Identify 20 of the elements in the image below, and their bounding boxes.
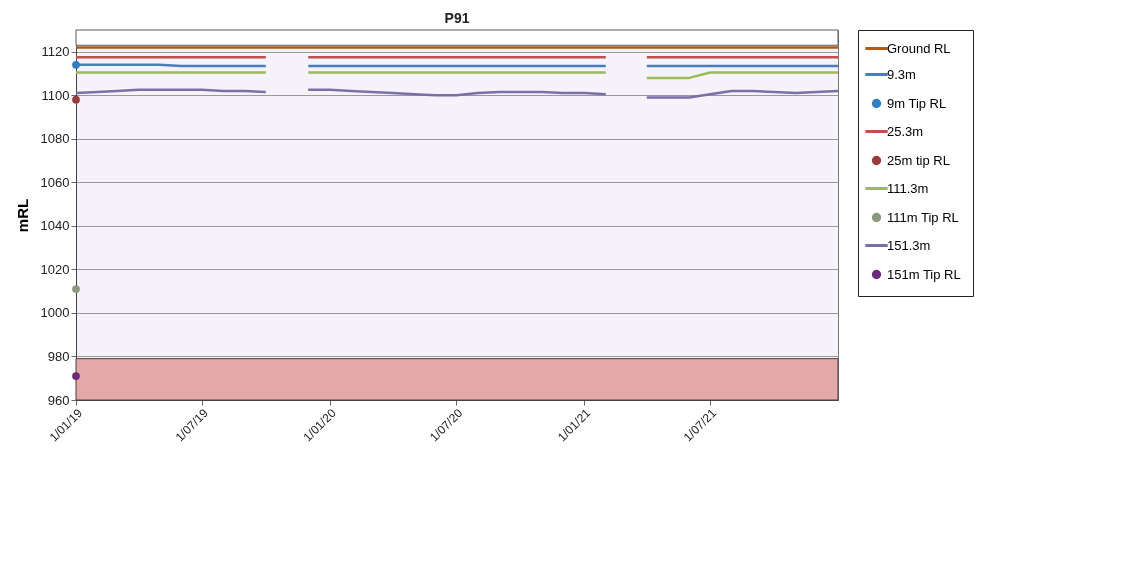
legend-label: 9.3m [887, 66, 916, 82]
legend-label: Ground RL [887, 40, 951, 56]
y-tick-label: 1060 [40, 174, 70, 190]
y-tick-label: 1080 [40, 131, 70, 147]
legend-label: 151m Tip RL [887, 266, 961, 282]
y-tick-label: 1040 [40, 218, 70, 234]
y-tick-label: 980 [47, 348, 70, 364]
legend-label: 25.3m [887, 123, 924, 139]
legend-label: 151.3m [887, 237, 931, 253]
legend-label: 9m Tip RL [887, 95, 947, 111]
y-tick-label: 1000 [40, 305, 70, 321]
legend-label: 25m tip RL [887, 152, 950, 168]
y-tick-label: 960 [47, 392, 70, 408]
y-tick-label: 1100 [41, 87, 70, 103]
legend-label: 111.3m [887, 180, 929, 196]
y-tick-label: 1120 [41, 44, 70, 60]
y-axis-title: mRL [13, 198, 31, 233]
legend-label: 111m Tip RL [887, 209, 959, 225]
chart-title: P91 [444, 9, 470, 26]
y-tick-label: 1020 [40, 261, 70, 277]
